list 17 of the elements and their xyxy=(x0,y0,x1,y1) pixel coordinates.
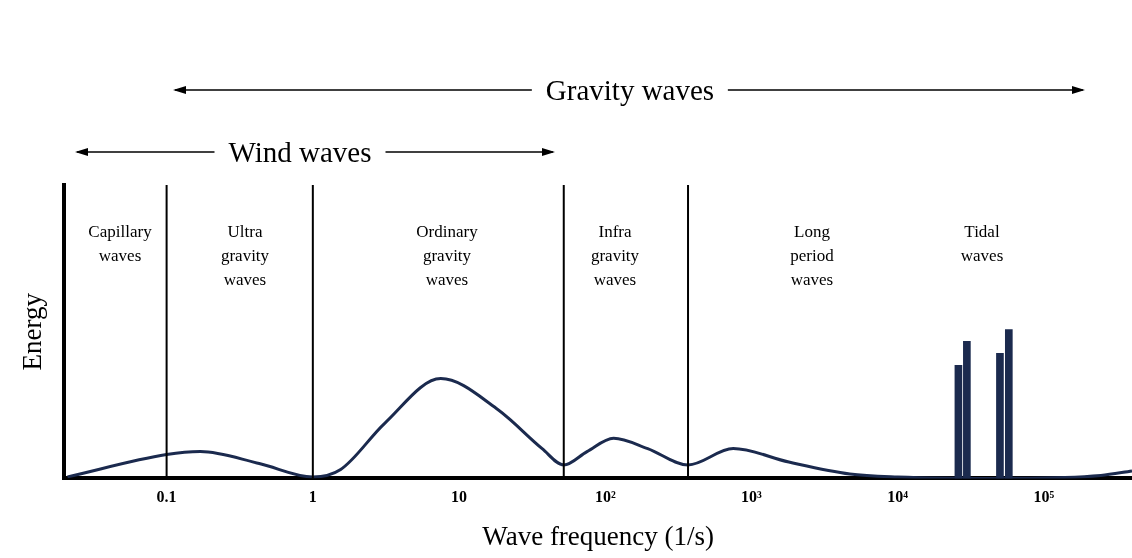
text: Wind waves xyxy=(214,135,386,169)
text: Ordinary gravity waves xyxy=(416,221,478,291)
x-tick-label: 10⁵ xyxy=(1033,488,1055,506)
x-tick-label: 10² xyxy=(594,488,616,506)
text: Infra gravity waves xyxy=(590,221,640,291)
text: Gravity waves xyxy=(531,73,729,107)
text: Long period waves xyxy=(790,221,834,291)
x-tick-label: 10³ xyxy=(741,488,763,506)
x-axis-title: Wave frequency (1/s) xyxy=(482,520,715,551)
text: Tidal waves xyxy=(960,221,1004,267)
x-tick-label: 0.1 xyxy=(156,488,177,506)
x-tick-label: 1 xyxy=(308,488,317,506)
x-tick-label: 10⁴ xyxy=(887,488,909,506)
x-tick-label: 10 xyxy=(451,488,468,506)
y-axis-title: Energy xyxy=(17,292,48,371)
text: Capillary waves xyxy=(88,221,152,267)
text: Ultra gravity waves xyxy=(220,221,270,291)
